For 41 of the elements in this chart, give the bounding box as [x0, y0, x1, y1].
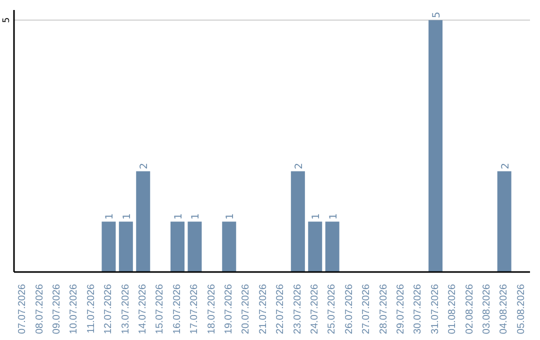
x-tick-label: 31.07.2026 [430, 284, 441, 334]
data-label: 1 [225, 213, 236, 220]
x-tick-label: 18.07.2026 [206, 284, 218, 334]
x-tick-label: 19.07.2026 [224, 284, 234, 334]
x-tick-label: 22.07.2026 [275, 284, 286, 334]
x-tick-label: 13.07.2026 [120, 284, 132, 334]
x-tick-label: 21.07.2026 [258, 284, 269, 334]
data-label: 1 [122, 213, 133, 220]
data-label: 1 [104, 213, 116, 220]
data-label: 2 [294, 162, 305, 170]
x-tick-label: 02.08.2026 [464, 284, 476, 334]
x-tick-label: 20.07.2026 [240, 284, 252, 334]
data-label: 1 [190, 213, 202, 220]
x-tick-label: 27.07.2026 [361, 284, 372, 334]
x-tick-label: 05.08.2026 [516, 284, 527, 334]
x-tick-label: 07.07.2026 [17, 284, 28, 334]
data-label: 1 [174, 213, 185, 220]
x-tick-label: 26.07.2026 [344, 284, 355, 334]
x-tick-label: 30.07.2026 [412, 284, 424, 334]
x-tick-label: 15.07.2026 [154, 284, 166, 334]
data-label: 1 [311, 213, 322, 220]
x-tick-label: 23.07.2026 [292, 284, 304, 334]
x-tick-label: 28.07.2026 [378, 284, 390, 334]
x-tick-label: 09.07.2026 [52, 284, 62, 334]
data-label: 2 [500, 162, 512, 170]
x-tick-label: 24.07.2026 [310, 284, 320, 334]
x-tick-label: 01.08.2026 [447, 284, 458, 334]
x-tick-label: 25.07.2026 [326, 284, 338, 334]
x-tick-label: 10.07.2026 [68, 284, 80, 334]
data-label: 2 [139, 162, 150, 170]
x-tick-label: 29.07.2026 [396, 284, 406, 334]
data-label: 5 [432, 12, 443, 18]
x-tick-label: 17.07.2026 [189, 284, 200, 334]
x-tick-label: 16.07.2026 [172, 284, 183, 334]
x-tick-label: 08.07.2026 [34, 284, 46, 334]
x-tick-label: 11.07.2026 [86, 284, 97, 334]
x-tick-label: 12.07.2026 [103, 284, 114, 334]
x-tick-label: 03.08.2026 [482, 284, 492, 334]
x-tick-label: 04.08.2026 [498, 284, 510, 334]
x-tick-label: 14.07.2026 [138, 284, 148, 334]
data-label: 1 [328, 213, 340, 220]
